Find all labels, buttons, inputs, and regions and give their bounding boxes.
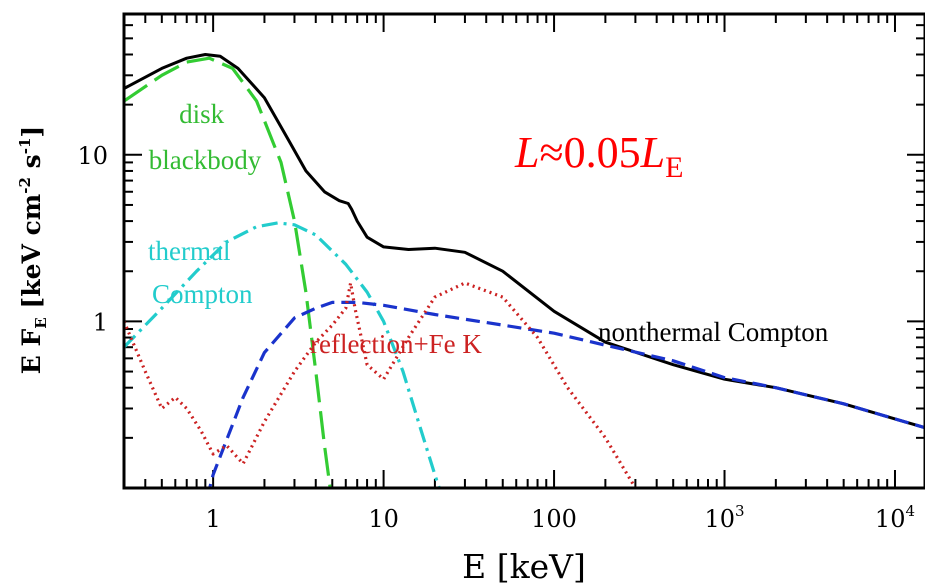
y-title-main: E F bbox=[17, 328, 46, 374]
y-title-exp1: -2 bbox=[16, 177, 34, 194]
y-tick-label: 10 bbox=[77, 142, 108, 170]
x-tick-label: 103 bbox=[704, 502, 744, 533]
y-title-mid: s bbox=[17, 154, 46, 177]
lum-sub: E bbox=[665, 151, 683, 184]
series-thermal-compton bbox=[124, 221, 441, 488]
label-thermal-line1: thermal bbox=[148, 236, 230, 266]
label-disk-blackbody: disk blackbody bbox=[149, 99, 262, 175]
label-disk-line1: disk bbox=[179, 99, 225, 129]
x-tick-label: 100 bbox=[531, 505, 577, 533]
series-total bbox=[124, 53, 925, 430]
x-tick-label: 104 bbox=[875, 502, 915, 533]
y-tick-label: 1 bbox=[93, 308, 108, 336]
label-reflection-fe-k: reflection+Fe K bbox=[310, 329, 482, 359]
y-title-sub: E bbox=[32, 317, 50, 328]
luminosity-annotation: L≈0.05LE bbox=[514, 128, 683, 184]
series-disk-blackbody bbox=[124, 56, 332, 488]
y-axis-title: E FE [keV cm-2 s-1] bbox=[16, 126, 50, 374]
label-thermal-compton: thermal Compton bbox=[148, 236, 253, 309]
lum-l-e: L bbox=[640, 128, 665, 177]
label-thermal-line2: Compton bbox=[152, 279, 253, 309]
plot-frame bbox=[122, 12, 925, 490]
x-tick-label: 10 bbox=[368, 505, 399, 533]
lum-l: L bbox=[514, 128, 539, 177]
series-nonthermal-compton bbox=[208, 300, 925, 488]
y-title-end: ] bbox=[17, 126, 46, 138]
lum-ratio: ≈0.05 bbox=[539, 128, 640, 177]
x-axis-title: E [keV] bbox=[462, 547, 586, 585]
x-tick-label: 1 bbox=[205, 505, 220, 533]
y-title-exp2: -1 bbox=[16, 138, 34, 155]
label-disk-line2: blackbody bbox=[149, 145, 262, 175]
series-reflection-fe-k bbox=[124, 281, 638, 488]
y-title-units: [keV cm bbox=[17, 194, 46, 318]
label-nonthermal-compton: nonthermal Compton bbox=[598, 317, 829, 347]
